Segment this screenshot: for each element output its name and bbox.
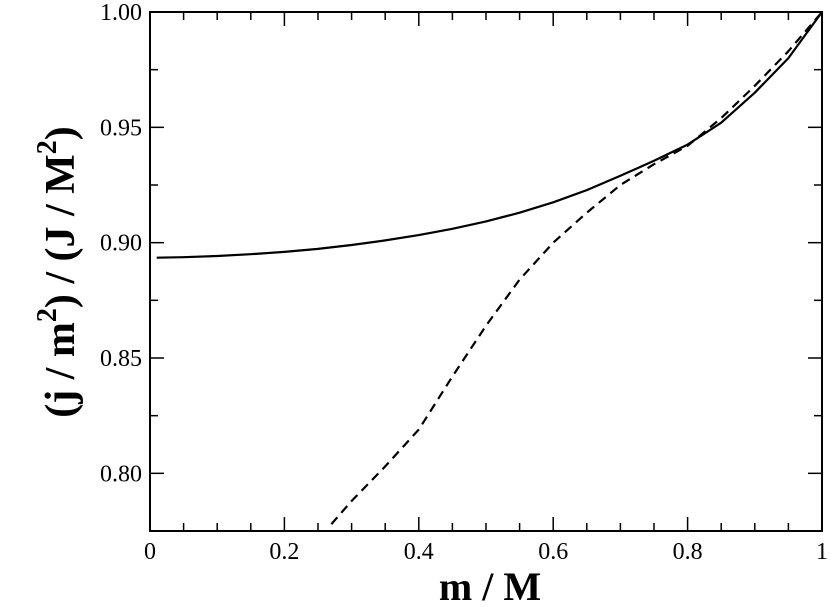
- series-line-dashed: [330, 11, 823, 525]
- y-tick-label: 1.00: [100, 0, 142, 26]
- y-axis-label: (j / m2) / (J / M2): [32, 126, 84, 418]
- tick-layer: 0 0.2 0.4 0.6 0.8 1 0.80 0.85 0.90 0.95 1.00: [100, 0, 828, 565]
- y-tick-label: 0.95: [100, 115, 142, 141]
- x-axis-label: m / M: [439, 564, 541, 607]
- series-layer: [156, 11, 823, 525]
- x-tick-label: 0: [144, 539, 156, 565]
- y-axis-label-part: ): [38, 126, 84, 140]
- y-axis-label-superscript: 2: [32, 140, 63, 154]
- x-tick-label: 0.4: [404, 539, 434, 565]
- y-tick-label: 0.80: [100, 461, 142, 487]
- y-tick-label: 0.85: [100, 346, 142, 372]
- plot-frame: [149, 11, 823, 532]
- x-tick-label: 0.6: [538, 539, 568, 565]
- x-tick-label: 0.8: [673, 539, 703, 565]
- y-tick-label: 0.90: [100, 231, 142, 257]
- frame-layer: [149, 11, 823, 532]
- y-axis-label-part: (j / m: [38, 322, 84, 418]
- series-line-solid: [156, 11, 823, 259]
- x-tick-label: 1: [816, 539, 828, 565]
- y-axis-label-superscript: 2: [32, 308, 63, 322]
- x-tick-label: 0.2: [269, 539, 299, 565]
- y-axis-label-part: ) / (J / M: [38, 154, 84, 308]
